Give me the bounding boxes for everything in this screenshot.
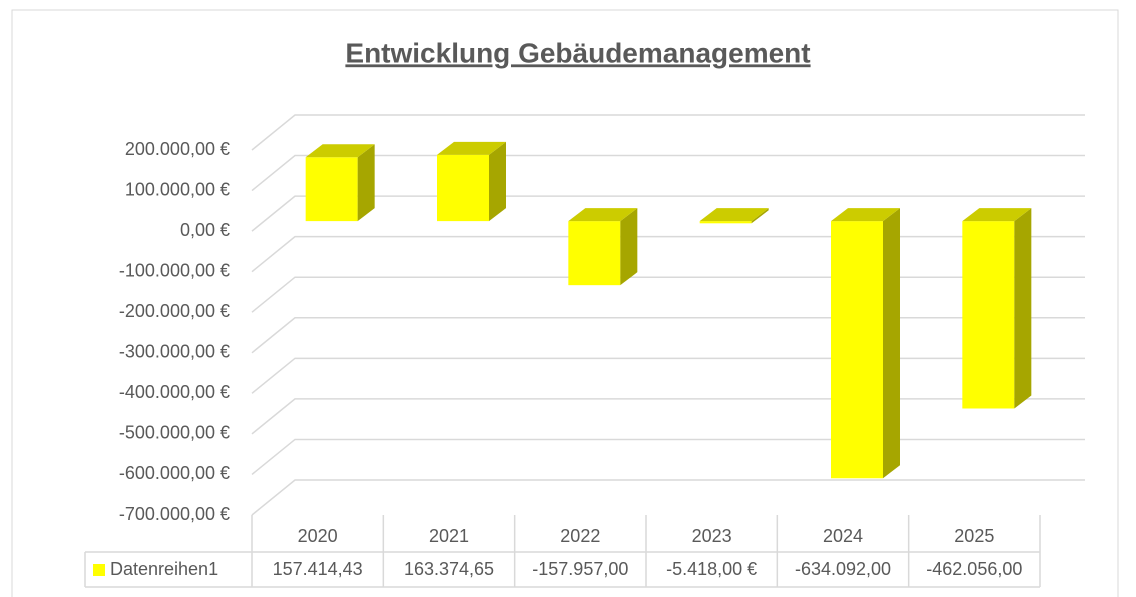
- grid-line: [251, 276, 1085, 313]
- grid-line: [251, 357, 1085, 394]
- x-tick-label: 2025: [954, 526, 994, 546]
- y-tick-label: -300.000,00 €: [119, 342, 230, 362]
- grid-line: [251, 154, 1085, 192]
- y-tick-label: 200.000,00 €: [125, 139, 230, 159]
- bar-side: [1014, 208, 1032, 409]
- x-tick-label: 2022: [560, 526, 600, 546]
- y-tick-label: -700.000,00 €: [119, 504, 230, 524]
- table-value: -157.957,00: [532, 559, 628, 579]
- y-tick-label: -200.000,00 €: [119, 301, 230, 321]
- table-value: -5.418,00 €: [666, 559, 757, 579]
- x-tick-label: 2023: [692, 526, 732, 546]
- bar-side: [883, 208, 900, 479]
- bar-top: [699, 208, 769, 222]
- grid-line: [251, 398, 1085, 435]
- table-value: 163.374,65: [404, 559, 494, 579]
- bar-side: [751, 208, 769, 224]
- bar: [568, 221, 621, 286]
- x-tick-label: 2020: [298, 526, 338, 546]
- bar: [305, 157, 358, 222]
- legend-label: Datenreihen1: [110, 559, 218, 579]
- table-value: 157.414,43: [273, 559, 363, 579]
- y-tick-label: -400.000,00 €: [119, 382, 230, 402]
- y-tick-label: 0,00 €: [180, 220, 230, 240]
- grid-line: [251, 114, 1085, 151]
- grid-line: [251, 438, 1085, 476]
- y-tick-label: 100.000,00 €: [125, 179, 230, 199]
- bar-top: [305, 144, 375, 158]
- table-value: -462.056,00: [926, 559, 1022, 579]
- chart-area: [11, 9, 1119, 597]
- bar-top: [962, 208, 1032, 222]
- bar: [699, 221, 752, 224]
- bar-side: [489, 141, 506, 222]
- grid-line: [251, 479, 1085, 516]
- y-tick-label: -600.000,00 €: [119, 463, 230, 483]
- bar-top: [831, 208, 900, 222]
- grid-line: [251, 235, 1085, 273]
- legend-key: [93, 564, 105, 576]
- bar-top: [437, 141, 506, 155]
- bar: [962, 221, 1015, 409]
- y-tick-label: -500.000,00 €: [119, 423, 230, 443]
- bar-top: [568, 208, 638, 222]
- grid-line: [251, 317, 1085, 354]
- chart-title: Entwicklung Gebäudemanagement: [345, 37, 810, 68]
- table-value: -634.092,00: [795, 559, 891, 579]
- bar-side: [357, 144, 375, 222]
- bar-side: [620, 208, 638, 286]
- bar: [437, 154, 489, 222]
- x-tick-label: 2024: [823, 526, 863, 546]
- grid-line: [251, 195, 1085, 232]
- y-tick-label: -100.000,00 €: [119, 260, 230, 280]
- bar: [831, 221, 883, 479]
- x-tick-label: 2021: [429, 526, 469, 546]
